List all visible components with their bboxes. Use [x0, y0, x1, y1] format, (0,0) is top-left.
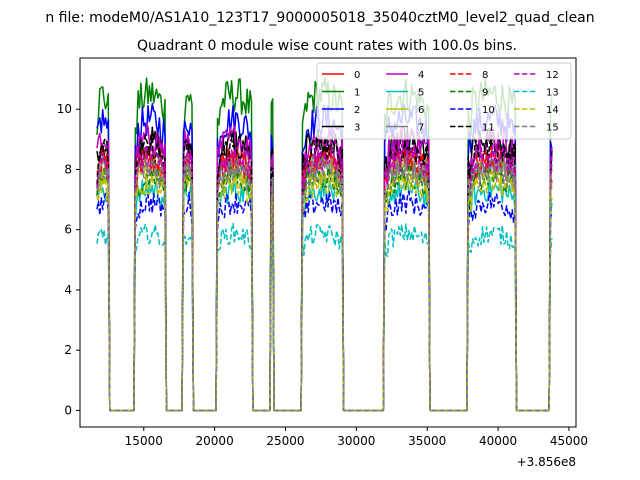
- legend-label-12: 12: [546, 70, 559, 81]
- y-tick-label: 8: [64, 162, 72, 176]
- y-tick-label: 6: [64, 223, 72, 237]
- series-line-14: [96, 169, 553, 412]
- x-tick-label: 20000: [196, 434, 234, 448]
- y-tick-label: 0: [64, 403, 72, 417]
- x-axis: 15000 20000 25000 30000 35000 40000 45000: [125, 427, 588, 448]
- y-axis: 0 2 4 6 8 10: [57, 102, 80, 417]
- legend-label-2: 2: [354, 105, 360, 116]
- x-tick-label: 40000: [479, 434, 517, 448]
- legend-label-3: 3: [354, 123, 360, 134]
- plot-frame: [79, 57, 577, 428]
- legend-label-5: 5: [418, 88, 424, 99]
- legend-label-8: 8: [482, 70, 488, 81]
- y-tick-label: 2: [64, 343, 72, 357]
- legend-label-10: 10: [482, 105, 495, 116]
- chart-title: Quadrant 0 module wise count rates with …: [137, 38, 517, 54]
- legend-label-15: 15: [546, 123, 559, 134]
- x-tick-label: 30000: [337, 434, 375, 448]
- x-tick-label: 25000: [266, 434, 304, 448]
- legend-label-7: 7: [418, 123, 424, 134]
- legend-label-6: 6: [418, 105, 424, 116]
- legend-label-1: 1: [354, 88, 360, 99]
- legend-label-14: 14: [546, 105, 559, 116]
- series-line-12: [96, 143, 553, 412]
- x-tick-label: 15000: [125, 434, 163, 448]
- legend-label-4: 4: [418, 70, 424, 81]
- series-line-15: [96, 156, 553, 412]
- y-tick-label: 4: [64, 283, 72, 297]
- y-tick-label: 10: [57, 102, 72, 116]
- x-offset-label: +3.856e8: [517, 455, 576, 469]
- figure-suptitle: n file: modeM0/AS1A10_123T17_9000005018_…: [45, 10, 594, 26]
- legend-label-11: 11: [482, 123, 495, 134]
- x-tick-label: 35000: [408, 434, 446, 448]
- legend-label-9: 9: [482, 88, 488, 99]
- legend-label-13: 13: [546, 88, 559, 99]
- series-layer: [96, 77, 553, 412]
- x-tick-label: 45000: [550, 434, 588, 448]
- legend-box: [316, 62, 572, 140]
- legend-label-0: 0: [354, 70, 360, 81]
